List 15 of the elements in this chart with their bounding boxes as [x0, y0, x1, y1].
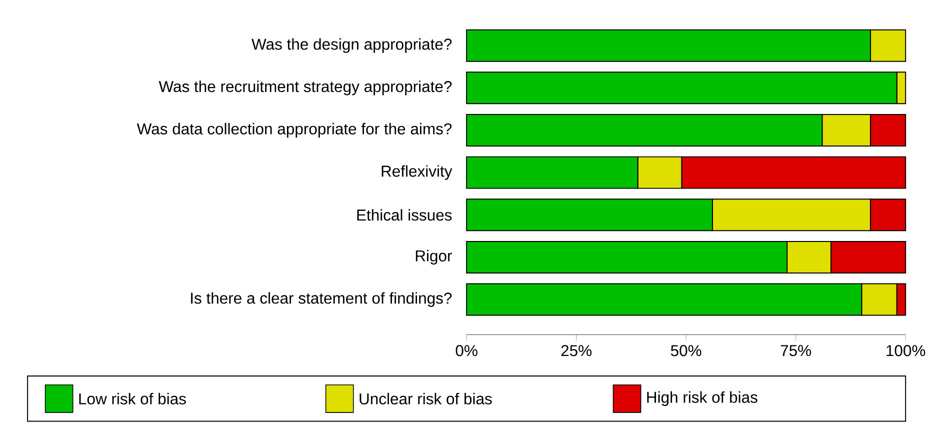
y-tick-label: Is there a clear statement of findings? — [191, 292, 452, 307]
y-tick-label: Was the design appropriate? — [252, 38, 452, 53]
legend-label: High risk of bias — [647, 391, 758, 406]
y-tick-label: Ethical issues — [357, 209, 452, 221]
x-tick-label: 50% — [670, 345, 702, 356]
legend-label: Low risk of bias — [79, 392, 186, 404]
y-tick-label: Rigor — [416, 250, 452, 265]
x-tick-label: 0% — [456, 345, 478, 356]
legend-label: Unclear risk of bias — [360, 392, 492, 404]
x-tick-label: 100% — [886, 345, 926, 356]
y-tick-label: Was the recruitment strategy appropriate? — [158, 80, 452, 96]
x-tick-label: 75% — [780, 345, 812, 356]
y-tick-label: Reflexivity — [382, 165, 452, 180]
y-tick-label: Was data collection appropriate for the aims? — [136, 122, 452, 138]
x-tick-label: 25% — [561, 345, 592, 356]
